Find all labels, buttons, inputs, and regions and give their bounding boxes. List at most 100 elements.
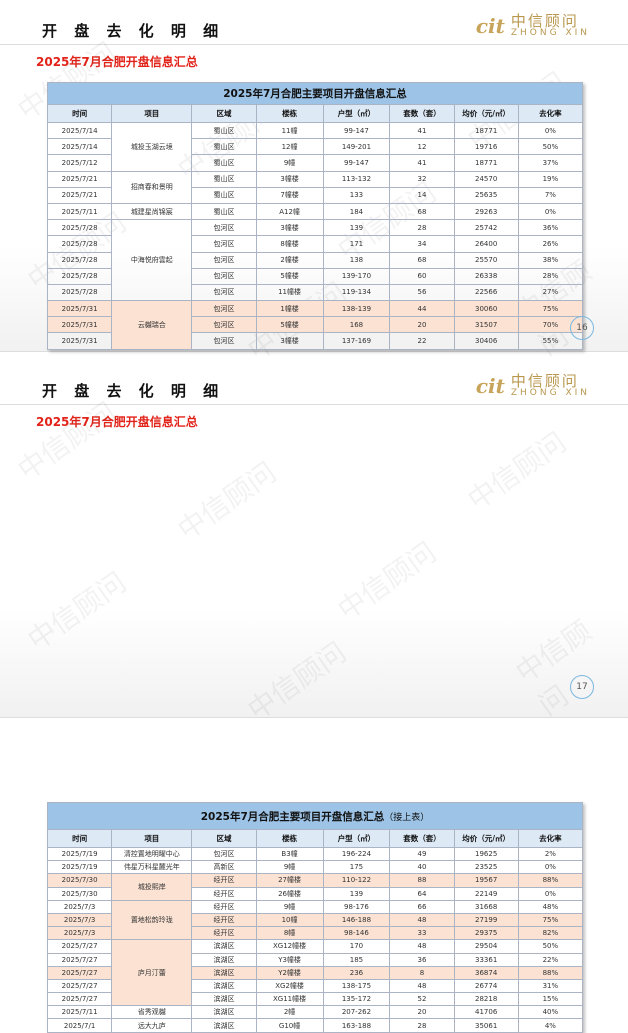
cell-building: 5幢楼 — [255, 267, 324, 285]
cell-sell-through: 28% — [517, 267, 584, 285]
table-row: 2025/7/11 城建星尚锦宸 蜀山区 A12幢 184 68 29263 0% — [46, 202, 584, 221]
cell-date: 2025/7/21 — [46, 170, 113, 188]
cell-building: 9幢 — [255, 899, 324, 914]
slide-heading: 开 盘 去 化 明 细 — [42, 22, 225, 40]
cell-building: B3幢 — [255, 846, 324, 862]
cell-sell-through: 2% — [517, 846, 584, 862]
cell-building: G10幢 — [255, 1018, 324, 1033]
cell-date: 2025/7/1 — [46, 1018, 113, 1033]
cell-district: 滨湖区 — [191, 939, 257, 954]
cell-district: 蜀山区 — [191, 154, 257, 172]
column-header: 项目 — [111, 829, 193, 848]
cell-avg-price: 30406 — [453, 332, 519, 350]
cell-unit-size: 207-262 — [322, 1005, 391, 1020]
column-header: 套数（套） — [389, 104, 455, 123]
cell-date: 2025/7/14 — [46, 138, 113, 156]
cell-date: 2025/7/3 — [46, 899, 113, 914]
cell-unit-size: 98-176 — [322, 899, 391, 914]
cell-unit-size: 113-132 — [322, 170, 391, 188]
cell-sell-through: 88% — [517, 965, 584, 980]
cell-units: 88 — [389, 873, 455, 888]
cell-units: 66 — [389, 899, 455, 914]
cell-units: 60 — [389, 267, 455, 285]
cell-project: 城建星尚锦宸 — [111, 202, 193, 221]
table-row: 2025/7/28 包河区 5幢楼 139-170 60 26338 28% — [46, 267, 584, 285]
column-header: 均价（元/㎡） — [453, 104, 519, 123]
cell-project: 城投熙岸 — [111, 873, 193, 901]
cell-unit-size: 138-175 — [322, 978, 391, 994]
table-row: 2025/7/31 包河区 3幢楼 137-169 22 30406 55% — [46, 332, 584, 350]
cell-project: 庐月汀蕾 — [111, 939, 193, 1007]
cell-district: 蜀山区 — [191, 202, 257, 221]
cell-units: 52 — [389, 992, 455, 1007]
cell-district: 包河区 — [191, 283, 257, 302]
page-number: 16 — [570, 316, 594, 340]
cell-date: 2025/7/27 — [46, 992, 113, 1007]
cell-avg-price: 36874 — [453, 965, 519, 980]
cell-sell-through: 40% — [517, 1005, 584, 1020]
cell-units: 68 — [389, 251, 455, 269]
cell-project: 远大九庐 — [111, 1018, 193, 1033]
cell-building: 3幢楼 — [255, 170, 324, 188]
cell-sell-through: 19% — [517, 170, 584, 188]
column-header: 去化率 — [517, 829, 584, 848]
cell-date: 2025/7/28 — [46, 267, 113, 285]
cell-building: 8幢楼 — [255, 235, 324, 253]
cell-district: 包河区 — [191, 219, 257, 237]
cell-units: 49 — [389, 846, 455, 862]
cell-date: 2025/7/28 — [46, 235, 113, 253]
cell-date: 2025/7/27 — [46, 965, 113, 980]
cell-building: Y3幢楼 — [255, 952, 324, 967]
table-row: 2025/7/14 城投玉湖云境 蜀山区 11幢 99-147 41 18771 0% — [46, 121, 584, 172]
cell-building: 2幢楼 — [255, 251, 324, 269]
cell-avg-price: 19567 — [453, 873, 519, 888]
watermark: 中信顾问 — [509, 614, 598, 723]
cell-sell-through: 27% — [517, 283, 584, 302]
table-row: 2025/7/27 庐月汀蕾 滨湖区 XG12幢楼 170 48 29504 50% — [46, 939, 584, 1007]
logo-en: ZHONG XIN — [510, 28, 590, 38]
cell-avg-price: 23525 — [453, 860, 519, 875]
cell-unit-size: 149-201 — [322, 138, 391, 156]
table-row: 2025/7/31 云樾瑞合 包河区 1幢楼 138-139 44 30060 75% — [46, 300, 584, 350]
column-header: 楼栋 — [255, 829, 324, 848]
cell-sell-through: 48% — [517, 899, 584, 914]
cell-avg-price: 26338 — [453, 267, 519, 285]
cell-sell-through: 75% — [517, 912, 584, 928]
cell-units: 8 — [389, 965, 455, 980]
cell-units: 20 — [389, 1005, 455, 1020]
cell-sell-through: 22% — [517, 952, 584, 967]
cell-sell-through: 0% — [517, 886, 584, 901]
cell-avg-price: 28218 — [453, 992, 519, 1007]
cell-units: 32 — [389, 170, 455, 188]
slide-16: 开 盘 去 化 明 细 cit 中信顾问 ZHONG XIN 2025年7月合肥开… — [0, 0, 628, 367]
table-row: 2025/7/28 包河区 2幢楼 138 68 25570 38% — [46, 251, 584, 269]
cell-date: 2025/7/31 — [46, 300, 113, 318]
cell-district: 蜀山区 — [191, 121, 257, 140]
cell-avg-price: 25742 — [453, 219, 519, 237]
cell-date: 2025/7/30 — [46, 886, 113, 901]
cell-units: 28 — [389, 1018, 455, 1033]
cell-building: XG2幢楼 — [255, 978, 324, 994]
cell-project: 省秀观樾 — [111, 1005, 193, 1020]
cell-avg-price: 31507 — [453, 316, 519, 334]
cell-district: 经开区 — [191, 926, 257, 941]
cell-unit-size: 163-188 — [322, 1018, 391, 1033]
cell-unit-size: 168 — [322, 316, 391, 334]
section-subtitle: 2025年7月合肥开盘信息汇总 — [36, 415, 198, 429]
cell-district: 高新区 — [191, 860, 257, 875]
column-header: 去化率 — [517, 104, 584, 123]
cell-building: 9幢 — [255, 860, 324, 875]
cell-units: 68 — [389, 202, 455, 221]
cell-building: 12幢 — [255, 138, 324, 156]
cell-sell-through: 4% — [517, 1018, 584, 1033]
table-title-note: （接上表） — [384, 812, 430, 823]
logo-cn: 中信顾问 — [510, 12, 579, 30]
cell-avg-price: 24570 — [453, 170, 519, 188]
column-header: 项目 — [111, 104, 193, 123]
cell-sell-through: 88% — [517, 873, 584, 888]
column-header: 户型（㎡） — [322, 104, 391, 123]
cell-date: 2025/7/14 — [46, 121, 113, 140]
cell-avg-price: 18771 — [453, 154, 519, 172]
table-row: 2025/7/21 蜀山区 7幢楼 133 14 25635 7% — [46, 186, 584, 204]
project-opening-table: 2025年7月合肥主要项目开盘信息汇总 时间 项目 区域 楼栋 户型（㎡） 套数（套） 均价… — [46, 82, 584, 350]
